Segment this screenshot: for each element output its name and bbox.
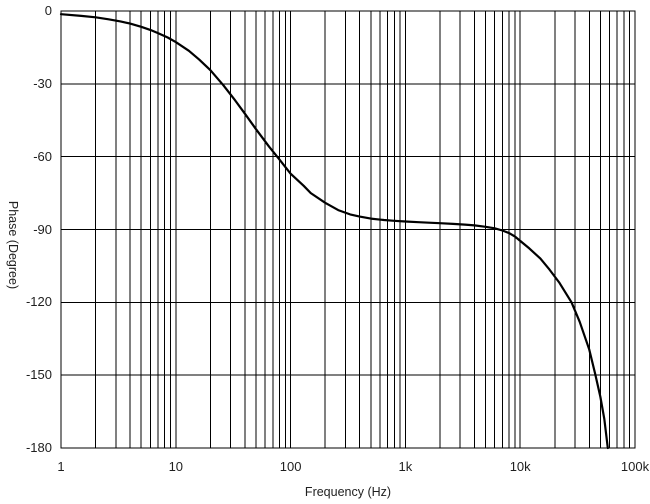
y-axis-title: Phase (Degree) [6, 200, 20, 290]
x-tick-label: 100k [620, 459, 650, 474]
y-tick-label: -150 [25, 367, 52, 383]
y-tick-label: -90 [33, 221, 52, 237]
x-tick-label: 1k [398, 459, 413, 474]
x-tick-label: 10 [168, 459, 184, 474]
x-tick-label: 1 [57, 459, 65, 474]
y-tick-label: -120 [25, 294, 52, 310]
y-tick-label: -180 [25, 440, 52, 455]
plot-border [60, 10, 636, 449]
y-tick-label: -30 [33, 75, 52, 91]
x-tick-label: 100 [279, 459, 302, 474]
y-tick-label: -60 [33, 148, 52, 164]
y-tick-label: 0 [44, 3, 52, 18]
x-tick-label: 10k [509, 459, 531, 474]
phase-curve [59, 13, 609, 450]
x-axis-title: Frequency (Hz) [304, 485, 392, 499]
